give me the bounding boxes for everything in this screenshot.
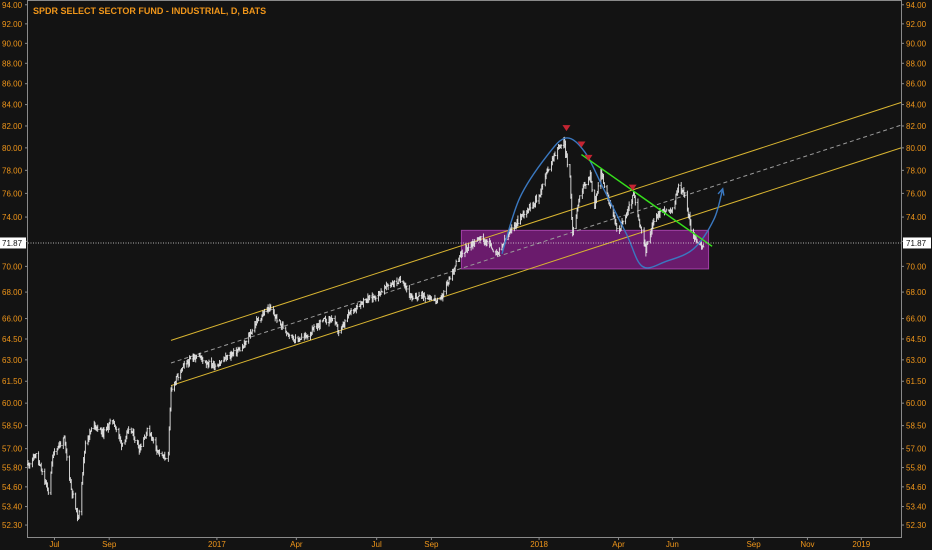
y-tick-label-left: 66.00 xyxy=(2,315,23,324)
y-tick-label-right: 86.00 xyxy=(906,80,927,89)
x-tick-label: Nov xyxy=(800,540,814,549)
y-tick-label-right: 52.30 xyxy=(906,521,927,530)
y-tick-label-left: 90.00 xyxy=(2,39,23,48)
y-tick-label-right: 90.00 xyxy=(906,39,927,48)
last-price-badge-right xyxy=(903,237,931,249)
y-tick-label-left: 53.40 xyxy=(2,503,23,512)
x-tick-label: Jun xyxy=(666,540,679,549)
y-tick-label-left: 55.80 xyxy=(2,464,23,473)
y-tick-label-right: 63.00 xyxy=(906,356,927,365)
y-tick-label-left: 70.00 xyxy=(2,262,23,271)
channel-upper-line xyxy=(170,101,902,341)
y-tick-label-left: 78.00 xyxy=(2,166,23,175)
last-price-label-right: 71.87 xyxy=(906,239,927,248)
y-tick-label-right: 74.00 xyxy=(906,213,927,222)
y-tick-label-right: 66.00 xyxy=(906,315,927,324)
y-tick-label-right: 78.00 xyxy=(906,166,927,175)
cup-pattern-curve xyxy=(501,137,724,269)
y-tick-label-right: 61.50 xyxy=(906,377,927,386)
y-tick-label-left: 88.00 xyxy=(2,59,23,68)
chart-title: SPDR SELECT SECTOR FUND - INDUSTRIAL, D,… xyxy=(33,6,266,16)
y-tick-label-right: 55.80 xyxy=(906,464,927,473)
y-tick-label-right: 76.00 xyxy=(906,189,927,198)
resistance-marker xyxy=(584,154,593,161)
y-tick-label-right: 70.00 xyxy=(906,262,927,271)
x-tick-label: 2017 xyxy=(208,540,226,549)
x-tick-label: 2018 xyxy=(530,540,548,549)
y-tick-label-left: 57.00 xyxy=(2,445,23,454)
price-channel-layer xyxy=(170,101,902,387)
x-tick-label: Sep xyxy=(102,540,117,549)
y-tick-label-left: 74.00 xyxy=(2,213,23,222)
x-tick-label: Jul xyxy=(49,540,59,549)
support-zone-layer xyxy=(460,229,710,270)
y-tick-label-right: 94.00 xyxy=(906,1,927,10)
y-tick-label-left: 84.00 xyxy=(2,101,23,110)
drawing-overlay-layer xyxy=(28,125,901,269)
y-tick-label-left: 94.00 xyxy=(2,1,23,10)
y-tick-label-left: 76.00 xyxy=(2,189,23,198)
y-tick-label-left: 82.00 xyxy=(2,122,23,131)
resistance-marker xyxy=(577,141,586,148)
y-tick-label-right: 53.40 xyxy=(906,503,927,512)
y-tick-label-left: 86.00 xyxy=(2,80,23,89)
y-tick-label-right: 68.00 xyxy=(906,288,927,297)
y-tick-label-left: 80.00 xyxy=(2,144,23,153)
last-price-badge-left xyxy=(0,237,26,249)
cup-pattern-arrowhead xyxy=(717,187,725,196)
last-price-label-left: 71.87 xyxy=(2,239,23,248)
y-tick-label-left: 63.00 xyxy=(2,356,23,365)
y-tick-label-left: 58.50 xyxy=(2,422,23,431)
support-zone xyxy=(460,229,710,270)
plot-frame xyxy=(27,0,902,538)
y-tick-label-left: 92.00 xyxy=(2,20,23,29)
y-tick-label-right: 64.50 xyxy=(906,335,927,344)
y-tick-label-right: 54.60 xyxy=(906,483,927,492)
y-tick-label-left: 64.50 xyxy=(2,335,23,344)
y-tick-label-left: 52.30 xyxy=(2,521,23,530)
y-tick-label-right: 60.00 xyxy=(906,399,927,408)
x-tick-label: Jul xyxy=(372,540,382,549)
channel-median-line xyxy=(170,124,902,364)
x-tick-label: Sep xyxy=(746,540,761,549)
price-bars-layer xyxy=(27,136,705,522)
y-tick-label-right: 82.00 xyxy=(906,122,927,131)
x-tick-label: Apr xyxy=(612,540,625,549)
channel-lower-line xyxy=(170,147,902,387)
y-tick-label-right: 92.00 xyxy=(906,20,927,29)
y-tick-label-right: 88.00 xyxy=(906,59,927,68)
y-tick-label-left: 68.00 xyxy=(2,288,23,297)
y-tick-label-left: 61.50 xyxy=(2,377,23,386)
x-tick-label: Apr xyxy=(290,540,303,549)
x-tick-label: 2019 xyxy=(852,540,870,549)
y-tick-label-right: 80.00 xyxy=(906,144,927,153)
x-tick-label: Sep xyxy=(424,540,439,549)
y-tick-label-right: 58.50 xyxy=(906,422,927,431)
resistance-marker xyxy=(562,125,571,132)
y-tick-label-left: 60.00 xyxy=(2,399,23,408)
y-tick-label-left: 54.60 xyxy=(2,483,23,492)
y-tick-label-right: 84.00 xyxy=(906,101,927,110)
descending-trendline xyxy=(581,153,713,247)
resistance-marker xyxy=(628,184,637,191)
y-tick-label-right: 57.00 xyxy=(906,445,927,454)
